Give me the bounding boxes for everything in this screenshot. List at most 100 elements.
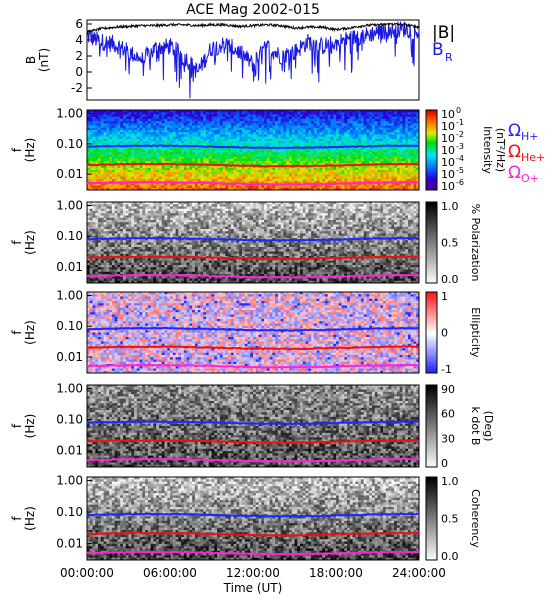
spectrogram-cell — [405, 114, 409, 118]
spectrogram-cell — [153, 110, 157, 113]
spectrogram-cell — [250, 204, 254, 207]
spectrogram-cell — [283, 145, 287, 149]
spectrogram-cell — [261, 132, 265, 135]
spectrogram-cell — [308, 202, 312, 205]
spectrogram-cell — [222, 161, 226, 164]
spectrogram-cell — [258, 158, 262, 162]
spectrogram-cell — [391, 178, 395, 182]
spectrogram-cell — [344, 143, 348, 146]
spectrogram-cell — [313, 130, 318, 133]
spectrogram-cell — [125, 156, 129, 160]
spectrogram-cell — [277, 154, 282, 158]
spectrogram-cell — [228, 208, 232, 212]
spectrogram-cell — [255, 125, 259, 129]
spectrogram-cell — [244, 152, 248, 155]
spectrogram-cell — [95, 150, 99, 153]
spectrogram-cell — [158, 208, 163, 212]
spectrogram-cell — [230, 154, 235, 158]
spectrogram-cell — [219, 141, 223, 144]
spectrogram-cell — [197, 116, 201, 120]
spectrogram-cell — [95, 152, 99, 155]
spectrogram-cell — [92, 152, 96, 155]
spectrogram-cell — [175, 121, 179, 124]
spectrogram-cell — [203, 185, 207, 189]
spectrogram-cell — [230, 138, 235, 142]
spectrogram-cell — [272, 161, 276, 164]
spectrogram-cell — [156, 147, 160, 151]
spectrogram-cell — [269, 150, 273, 153]
spectrogram-cell — [205, 136, 210, 140]
spectrogram-cell — [222, 178, 226, 182]
colorbar-tick-label: 10 — [441, 132, 455, 145]
spectrogram-cell — [333, 178, 337, 182]
cyclotron-label-sub: He+ — [521, 151, 545, 164]
spectrogram-cell — [131, 167, 135, 171]
spectrogram-cell — [197, 112, 201, 115]
spectrogram-cell — [297, 112, 301, 115]
spectrogram-cell — [416, 204, 420, 207]
spectrogram-cell — [197, 187, 201, 191]
spectrogram-cell — [87, 150, 91, 153]
spectrogram-cell — [399, 204, 403, 207]
spectrogram-cell — [109, 202, 113, 205]
spectrogram-cell — [300, 116, 304, 120]
spectrogram-cell — [150, 138, 154, 142]
spectrogram-cell — [369, 187, 373, 191]
spectrogram-cell — [300, 110, 304, 113]
spectrogram-cell — [186, 112, 190, 115]
spectrogram-cell — [358, 112, 362, 115]
colorbar-cell — [426, 154, 437, 157]
spectrogram-cell — [402, 121, 406, 124]
spectrogram-cell — [125, 158, 129, 162]
spectrogram-cell — [98, 136, 102, 140]
spectrogram-cell — [341, 112, 345, 115]
colorbar-cell — [426, 128, 437, 131]
spectrogram-cell — [117, 158, 121, 162]
spectrogram-cell — [253, 136, 257, 140]
spectrogram-cell — [385, 156, 389, 160]
spectrogram-cell — [131, 204, 135, 207]
spectrogram-cell — [225, 204, 229, 207]
spectrogram-cell — [253, 152, 257, 155]
spectrogram-cell — [380, 114, 384, 118]
spectrogram-cell — [98, 114, 102, 118]
spectrogram-cell — [217, 202, 221, 205]
spectrogram-cell — [89, 134, 93, 138]
spectrogram-cell — [405, 161, 409, 164]
spectrogram-cell — [233, 204, 237, 207]
spectrogram-cell — [98, 165, 102, 169]
spectrogram-cell — [380, 176, 384, 180]
spectrogram-cell — [272, 150, 276, 153]
spectrogram-cell — [236, 176, 240, 180]
spectrogram-cell — [291, 152, 295, 155]
spectrogram-cell — [383, 125, 387, 129]
spectrogram-cell — [208, 161, 212, 164]
spectrogram-cell — [95, 172, 99, 175]
colorbar-cell — [426, 184, 437, 187]
spectrogram-cell — [200, 161, 204, 164]
spectrogram-cell — [358, 204, 362, 207]
spectrogram-cell — [183, 185, 187, 189]
spectrogram-cell — [236, 112, 240, 115]
spectrogram-cell — [128, 208, 132, 212]
spectrogram-cell — [192, 112, 196, 115]
spectrogram-cell — [167, 204, 171, 207]
spectrogram-cell — [344, 150, 348, 153]
spectrogram-cell — [416, 161, 420, 164]
spectrogram-cell — [355, 183, 359, 186]
spectrogram-cell — [313, 121, 318, 124]
spectrogram-cell — [383, 134, 387, 138]
spectrogram-cell — [405, 204, 409, 207]
spectrogram-cell — [272, 154, 276, 158]
spectrogram-cell — [416, 172, 420, 175]
spectrogram-cell — [87, 174, 91, 178]
spectrogram-cell — [134, 202, 138, 205]
spectrogram-cell — [117, 112, 121, 115]
spectrogram-cell — [394, 150, 398, 153]
spectrogram-cell — [170, 130, 174, 133]
spectrogram-cell — [302, 132, 306, 135]
spectrogram-cell — [225, 202, 229, 205]
spectrogram-cell — [208, 204, 212, 207]
spectrogram-cell — [399, 125, 403, 129]
spectrogram-cell — [383, 156, 387, 160]
